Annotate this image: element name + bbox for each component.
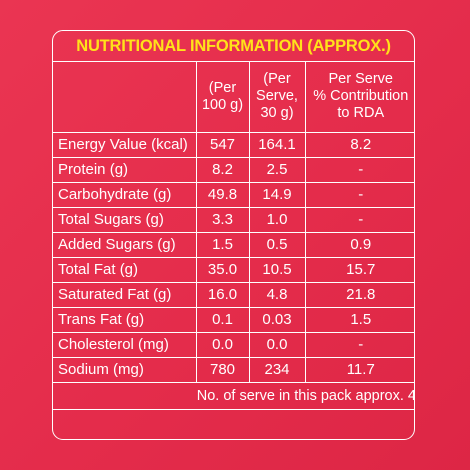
value-per-100g: 547 <box>195 131 250 158</box>
value-rda: - <box>304 331 414 358</box>
serves-note: No. of serve in this pack approx. 4 <box>53 381 414 410</box>
value-per-serve: 0.0 <box>248 331 306 358</box>
value-per-serve: 14.9 <box>248 181 306 208</box>
value-per-serve: 10.5 <box>248 256 306 283</box>
footer-row: No. of serve in this pack approx. 4 <box>53 381 414 410</box>
header-per-serve-line: (Per <box>263 71 291 88</box>
value-per-serve: 2.5 <box>248 156 306 183</box>
value-rda: - <box>304 156 414 183</box>
value-rda: 11.7 <box>304 356 414 383</box>
value-per-serve: 0.5 <box>248 231 306 258</box>
nutrient-name: Carbohydrate (g) <box>53 181 197 208</box>
table-row: Saturated Fat (g) 16.0 4.8 21.8 <box>53 281 414 308</box>
value-per-100g: 780 <box>195 356 250 383</box>
header-rda-line: Per Serve <box>328 71 393 88</box>
header-rda-line: to RDA <box>337 105 385 122</box>
value-rda: 15.7 <box>304 256 414 283</box>
header-per-serve-line: 30 g) <box>260 105 294 122</box>
value-per-100g: 0.0 <box>195 331 250 358</box>
value-per-serve: 1.0 <box>248 206 306 233</box>
nutrient-name: Trans Fat (g) <box>53 306 197 333</box>
nutrient-name: Protein (g) <box>53 156 197 183</box>
header-per-serve: (Per Serve, 30 g) <box>248 62 306 133</box>
nutrient-name: Added Sugars (g) <box>53 231 197 258</box>
nutrient-name: Total Fat (g) <box>53 256 197 283</box>
nutrient-name: Saturated Fat (g) <box>53 281 197 308</box>
nutrition-panel: NUTRITIONAL INFORMATION (APPROX.) (Per 1… <box>52 30 415 440</box>
table-row: Total Sugars (g) 3.3 1.0 - <box>53 206 414 233</box>
value-per-100g: 1.5 <box>195 231 250 258</box>
table-row: Carbohydrate (g) 49.8 14.9 - <box>53 181 414 208</box>
nutrient-name: Energy Value (kcal) <box>53 131 197 158</box>
value-rda: 8.2 <box>304 131 414 158</box>
table-row: Sodium (mg) 780 234 11.7 <box>53 356 414 383</box>
table-row: Trans Fat (g) 0.1 0.03 1.5 <box>53 306 414 333</box>
value-per-100g: 0.1 <box>195 306 250 333</box>
nutrition-title: NUTRITIONAL INFORMATION (APPROX.) <box>53 31 414 62</box>
nutrient-name: Cholesterol (mg) <box>53 331 197 358</box>
nutrient-name: Total Sugars (g) <box>53 206 197 233</box>
table-row: Total Fat (g) 35.0 10.5 15.7 <box>53 256 414 283</box>
nutrient-name: Sodium (mg) <box>53 356 197 383</box>
value-per-serve: 164.1 <box>248 131 306 158</box>
value-per-100g: 3.3 <box>195 206 250 233</box>
table-row: Energy Value (kcal) 547 164.1 8.2 <box>53 131 414 158</box>
header-per-100g-line: 100 g) <box>201 96 244 113</box>
value-per-serve: 0.03 <box>248 306 306 333</box>
header-per-serve-line: Serve, <box>256 88 298 105</box>
header-rda-line: % Contribution <box>313 88 409 105</box>
table-row: Protein (g) 8.2 2.5 - <box>53 156 414 183</box>
header-per-100g-line: (Per <box>208 79 237 96</box>
header-per-100g: (Per 100 g) <box>195 62 250 133</box>
nutrition-table: (Per 100 g) (Per Serve, 30 g) Per Serve … <box>53 62 414 410</box>
value-per-serve: 4.8 <box>248 281 306 308</box>
header-nutrient <box>53 62 197 133</box>
header-rda: Per Serve % Contribution to RDA <box>304 62 414 133</box>
table-row: Cholesterol (mg) 0.0 0.0 - <box>53 331 414 358</box>
value-rda: - <box>304 206 414 233</box>
value-per-100g: 49.8 <box>195 181 250 208</box>
value-per-100g: 8.2 <box>195 156 250 183</box>
table-row: Added Sugars (g) 1.5 0.5 0.9 <box>53 231 414 258</box>
value-per-100g: 16.0 <box>195 281 250 308</box>
value-per-100g: 35.0 <box>195 256 250 283</box>
value-rda: - <box>304 181 414 208</box>
value-rda: 1.5 <box>304 306 414 333</box>
value-per-serve: 234 <box>248 356 306 383</box>
value-rda: 21.8 <box>304 281 414 308</box>
value-rda: 0.9 <box>304 231 414 258</box>
header-row: (Per 100 g) (Per Serve, 30 g) Per Serve … <box>53 62 414 133</box>
